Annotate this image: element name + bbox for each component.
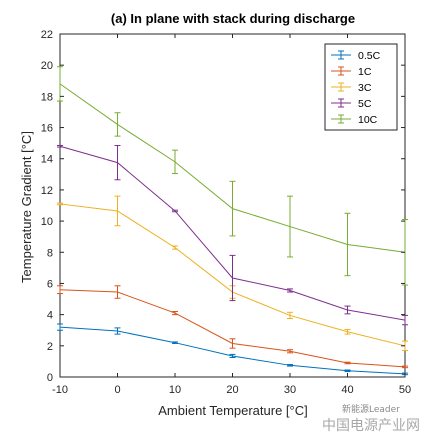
legend-entry-3C: 3C	[331, 82, 372, 94]
error-bar	[172, 209, 178, 213]
legend-entry-1C: 1C	[331, 66, 372, 78]
error-bar	[114, 112, 121, 137]
error-bar	[344, 212, 351, 277]
y-tick-label: 0	[47, 372, 53, 384]
error-bar	[57, 144, 63, 148]
y-tick-label: 2	[47, 341, 53, 353]
x-tick-label: 40	[341, 384, 353, 396]
error-bar	[229, 180, 236, 237]
error-bar	[57, 323, 63, 331]
error-bar	[344, 305, 351, 315]
chart-title: (a) In plane with stack during discharge	[111, 11, 355, 26]
legend-entry-10C: 10C	[331, 114, 378, 126]
error-bar	[287, 288, 293, 293]
error-bar	[114, 327, 121, 335]
error-bar	[229, 338, 236, 349]
legend: 0.5C 1C 3C 5C 10C	[324, 43, 398, 131]
error-bar	[344, 369, 351, 373]
y-axis-label: Temperature Gradient [°C]	[19, 131, 34, 283]
y-tick-label: 10	[41, 216, 53, 228]
watermark-small-text: 新能源Leader	[342, 403, 400, 415]
x-tick-label: 20	[226, 384, 238, 396]
error-bar	[287, 195, 293, 258]
error-bar	[57, 285, 63, 295]
error-bar	[344, 361, 351, 365]
watermark: 新能源Leader 中国电源产业网	[322, 403, 420, 434]
error-bar	[172, 245, 178, 250]
y-axis-ticks: 0 2 4 6 8 10 12 14 16 18 20 22	[41, 29, 405, 384]
error-bar	[402, 365, 408, 369]
error-bar	[287, 311, 293, 320]
y-tick-label: 16	[41, 123, 53, 135]
x-tick-label: -10	[52, 384, 68, 396]
x-tick-label: 10	[169, 384, 181, 396]
error-bar	[172, 311, 178, 316]
x-axis-ticks: -10 0 10 20 30 40 50	[52, 34, 411, 396]
error-bar	[172, 341, 178, 344]
legend-label: 10C	[358, 114, 378, 126]
y-tick-label: 8	[47, 247, 53, 259]
y-tick-label: 6	[47, 278, 53, 290]
error-bar	[229, 254, 236, 302]
error-bar	[287, 364, 293, 367]
error-bar	[344, 328, 351, 335]
error-bar	[57, 202, 63, 206]
series-1C	[57, 285, 408, 369]
error-bar	[114, 285, 121, 299]
y-tick-label: 22	[41, 29, 53, 41]
y-tick-label: 18	[41, 91, 53, 103]
y-tick-label: 4	[47, 310, 53, 322]
x-tick-label: 0	[114, 384, 120, 396]
error-bar	[114, 144, 121, 181]
series-5C	[57, 144, 408, 326]
y-tick-label: 14	[41, 154, 53, 166]
legend-label: 5C	[358, 98, 372, 110]
error-bar	[57, 66, 63, 102]
x-tick-label: 50	[399, 384, 411, 396]
error-bar	[402, 314, 408, 326]
legend-label: 0.5C	[358, 50, 381, 62]
series-0.5C	[57, 323, 408, 376]
legend-label: 1C	[358, 66, 372, 78]
legend-entry-5C: 5C	[331, 98, 372, 110]
watermark-large-text: 中国电源产业网	[322, 418, 420, 434]
error-bar	[114, 195, 121, 227]
error-bar	[287, 349, 293, 354]
y-tick-label: 20	[41, 60, 53, 72]
error-bar	[172, 149, 178, 175]
y-tick-label: 12	[41, 185, 53, 197]
legend-label: 3C	[358, 82, 372, 94]
x-tick-label: 30	[284, 384, 296, 396]
x-axis-label: Ambient Temperature [°C]	[158, 403, 307, 418]
error-bar	[229, 353, 236, 359]
legend-entry-0.5C: 0.5C	[331, 50, 381, 62]
